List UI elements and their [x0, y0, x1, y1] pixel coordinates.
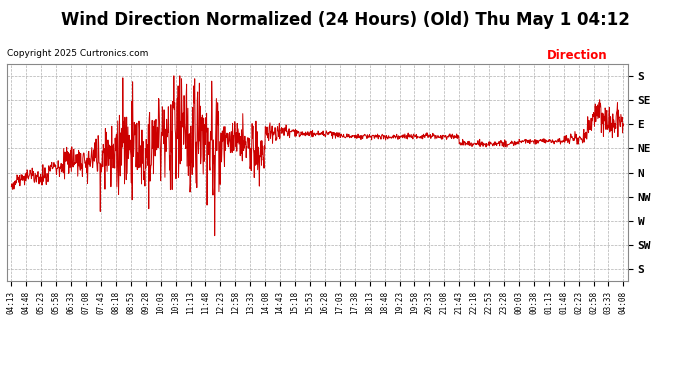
- Text: Copyright 2025 Curtronics.com: Copyright 2025 Curtronics.com: [7, 49, 148, 58]
- Text: Direction: Direction: [546, 49, 607, 62]
- Text: Wind Direction Normalized (24 Hours) (Old) Thu May 1 04:12: Wind Direction Normalized (24 Hours) (Ol…: [61, 11, 629, 29]
